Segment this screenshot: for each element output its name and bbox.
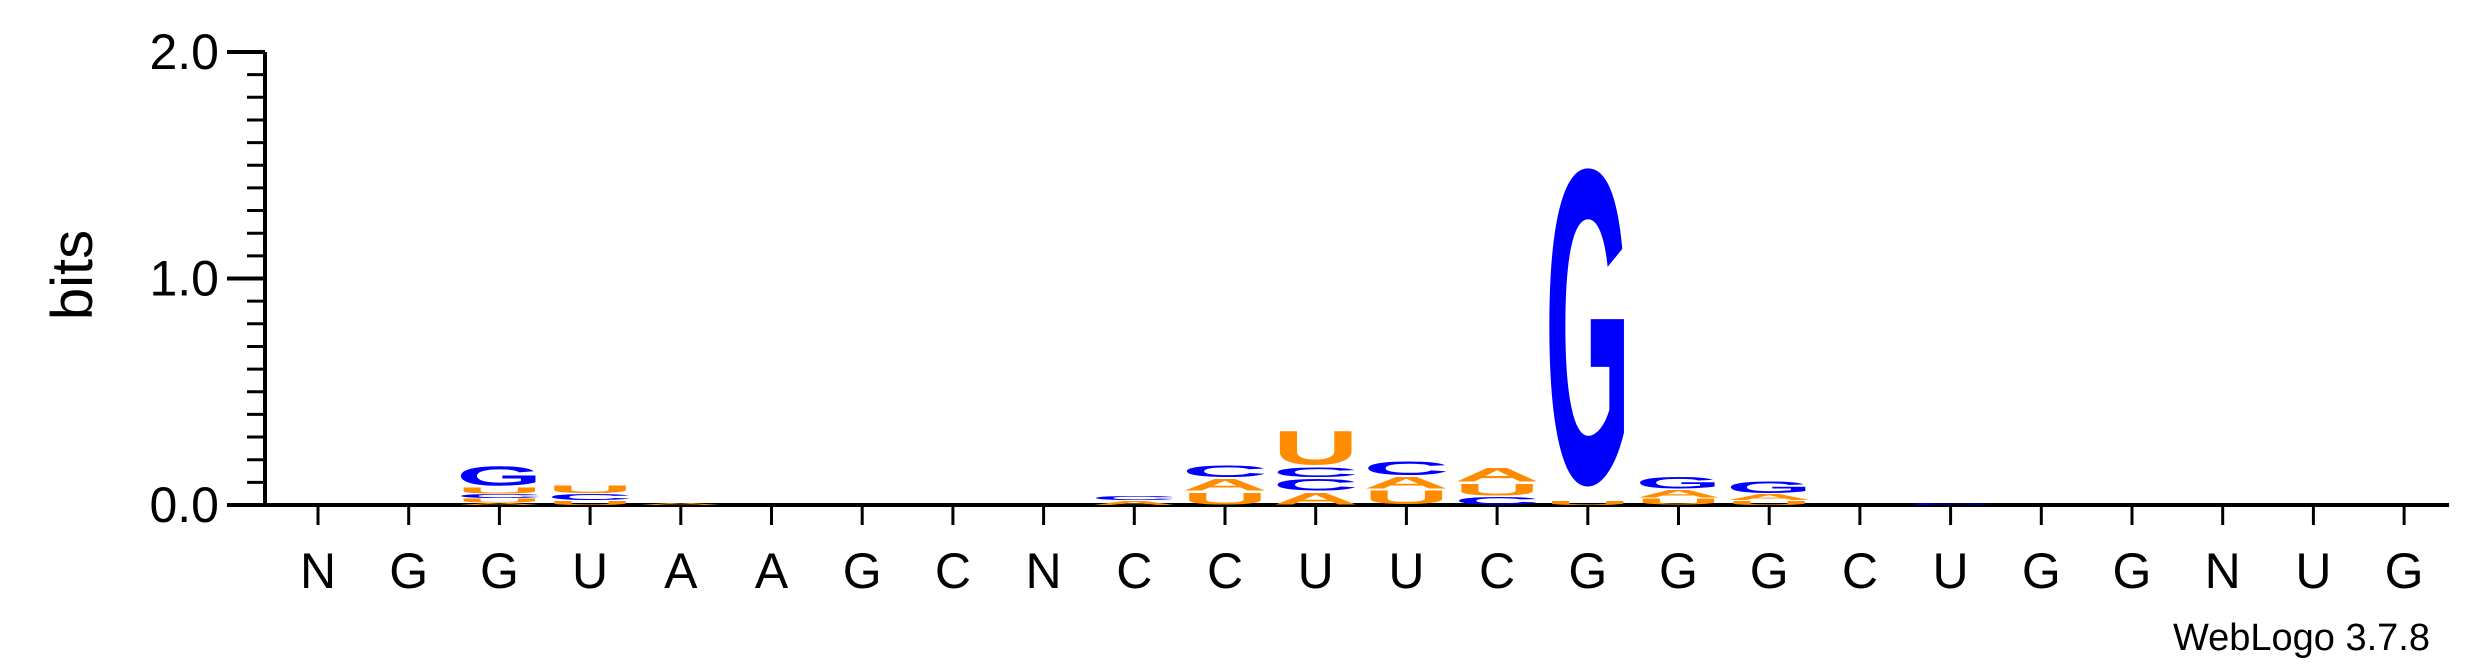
position-label: G <box>480 543 519 599</box>
logo-letter-a: A <box>1182 476 1268 495</box>
logo-letter-a: A <box>1454 464 1540 486</box>
logo-letter-g: G <box>456 461 542 492</box>
weblogo-credit: WebLogo 3.7.8 <box>2173 617 2430 659</box>
position-label: C <box>1479 543 1515 599</box>
logo-letter-c: C <box>1091 495 1177 501</box>
logo-letter-a: A <box>1726 493 1812 502</box>
position-label: G <box>1568 543 1607 599</box>
logo-letter-u: U <box>456 486 542 495</box>
logo-letter-c: C <box>456 493 542 499</box>
position-label: C <box>1207 543 1243 599</box>
position-label: G <box>843 543 882 599</box>
logo-letter-u: U <box>1363 487 1449 509</box>
position-label: G <box>2113 543 2152 599</box>
position-label: G <box>1659 543 1698 599</box>
logo-letter-a: A <box>1273 489 1359 508</box>
logo-letter-u: U <box>1273 422 1359 475</box>
y-axis: 0.0 1.0 2.0 <box>149 24 267 533</box>
logo-letter-c: C <box>1273 476 1359 495</box>
logo-letter-u: U <box>456 497 542 503</box>
position-label: U <box>572 543 608 599</box>
position-label: G <box>1750 543 1789 599</box>
logo-letter-c: C <box>1363 457 1449 479</box>
position-label: N <box>300 543 336 599</box>
logo-letter-a: A <box>638 502 724 505</box>
position-label: N <box>2205 543 2241 599</box>
logo-letter-u: U <box>547 500 633 506</box>
logo-letter-c: C <box>1908 502 1994 505</box>
logo-letter-g: G <box>1726 478 1812 497</box>
position-label: U <box>1933 543 1969 599</box>
logo-letter-c: C <box>1182 462 1268 481</box>
position-label: A <box>755 543 789 599</box>
logo-letter-c: C <box>1454 494 1540 507</box>
y-axis-title: bits <box>40 230 105 320</box>
logo-letter-u: U <box>1726 500 1812 506</box>
position-label: G <box>2385 543 2424 599</box>
logo-letter-a: A <box>1636 488 1722 501</box>
position-label: C <box>935 543 971 599</box>
y-tick-label: 0.0 <box>149 477 219 533</box>
position-label: U <box>2295 543 2331 599</box>
position-label: A <box>664 543 698 599</box>
position-label: C <box>1116 543 1152 599</box>
logo-letter-a: A <box>1363 473 1449 492</box>
position-label: G <box>2022 543 2061 599</box>
logo-letter-u: U <box>1636 497 1722 506</box>
y-tick-label: 1.0 <box>149 251 219 307</box>
position-label: C <box>1842 543 1878 599</box>
position-label: U <box>1388 543 1424 599</box>
logo-letter-a: A <box>456 502 542 505</box>
logo-letter-c: C <box>547 493 633 502</box>
logo-letter-u: U <box>547 483 633 496</box>
logo-letter-c: C <box>1273 464 1359 480</box>
logo-letter-u: U <box>1454 480 1540 499</box>
position-label: G <box>389 543 428 599</box>
logo-letter-g: G <box>1636 473 1722 492</box>
logo-letter-a: A <box>1091 500 1177 506</box>
y-tick-label: 2.0 <box>149 24 219 80</box>
logo-letter-u: U <box>1182 489 1268 508</box>
logo-letter-u: U <box>1545 500 1631 506</box>
position-label: U <box>1298 543 1334 599</box>
position-label: N <box>1026 543 1062 599</box>
logo-letter-g: G <box>1545 77 1631 578</box>
